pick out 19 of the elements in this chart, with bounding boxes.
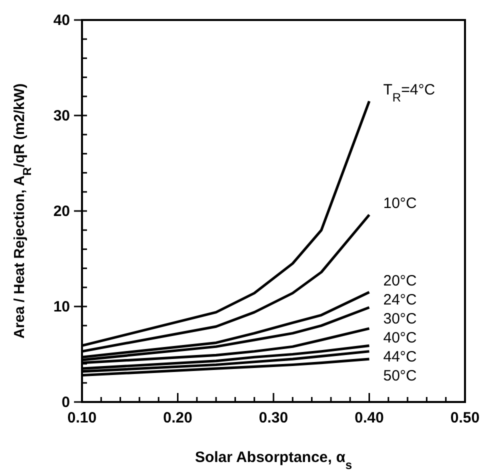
- y-tick-label: 10: [53, 298, 70, 316]
- series-label: 10°C: [383, 195, 417, 212]
- x-tick-label: 0.30: [258, 410, 288, 427]
- x-tick-label: 0.10: [67, 410, 97, 427]
- y-tick-label: 30: [53, 107, 70, 124]
- series-label: T$_{R}$=4°C: [383, 81, 436, 104]
- x-tick-label: 0.50: [450, 410, 480, 427]
- series-label: 44°C: [383, 348, 417, 366]
- y-tick-label: 40: [53, 12, 70, 29]
- x-tick-label: 0.40: [354, 410, 384, 427]
- series-label: 30°C: [383, 310, 417, 328]
- y-tick-label: 0: [62, 394, 70, 411]
- x-tick-label: 0.20: [163, 410, 192, 427]
- series-label: 20°C: [383, 272, 417, 290]
- series-label: 50°C: [383, 367, 417, 384]
- y-tick-label: 20: [53, 202, 70, 220]
- series-label: 24°C: [383, 291, 417, 308]
- x-axis-title: Solar Absorptance, α$_{s}$: [194, 449, 352, 472]
- series-label: 40°C: [383, 329, 417, 346]
